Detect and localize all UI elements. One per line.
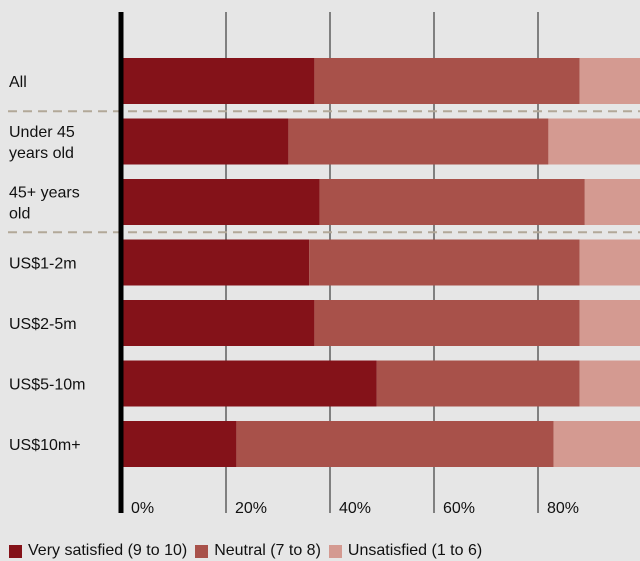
bar-under-45-years-old-very-satisfied-9-to-10 xyxy=(122,118,289,165)
legend-swatch-neutral xyxy=(195,544,209,558)
bar-us-2-5m-neutral-7-to-8 xyxy=(314,300,580,346)
legend-label-neutral: Neutral (7 to 8) xyxy=(214,542,321,559)
bar-45-years-old-very-satisfied-9-to-10 xyxy=(122,179,320,225)
category-label-45-years-old: 45+ years old xyxy=(9,185,80,223)
bar-us-1-2m-very-satisfied-9-to-10 xyxy=(122,239,310,286)
x-tick-label-80: 80% xyxy=(547,500,579,517)
bar-us-2-5m-unsatisfied-1-to-6 xyxy=(579,300,640,346)
x-tick-label-20: 20% xyxy=(235,500,267,517)
bar-us-1-2m-neutral-7-to-8 xyxy=(309,239,580,286)
category-label-us-1-2m: US$1-2m xyxy=(9,256,77,273)
legend-item-very-satisfied: Very satisfied (9 to 10) xyxy=(9,542,187,560)
bar-us-5-10m-unsatisfied-1-to-6 xyxy=(579,360,640,407)
x-tick-label-0: 0% xyxy=(131,500,154,517)
category-label-under-45-years-old: Under 45 years old xyxy=(9,124,75,162)
bar-all-unsatisfied-1-to-6 xyxy=(579,58,640,104)
bar-all-very-satisfied-9-to-10 xyxy=(122,58,315,104)
legend-label-unsatisfied: Unsatisfied (1 to 6) xyxy=(347,542,483,559)
bar-45-years-old-unsatisfied-1-to-6 xyxy=(584,179,640,225)
x-tick-label-40: 40% xyxy=(339,500,371,517)
legend-item-neutral: Neutral (7 to 8) xyxy=(195,542,321,560)
category-label-us-2-5m: US$2-5m xyxy=(9,316,77,333)
bar-all-neutral-7-to-8 xyxy=(314,58,580,104)
bar-us-5-10m-very-satisfied-9-to-10 xyxy=(122,360,377,407)
bar-under-45-years-old-neutral-7-to-8 xyxy=(288,118,549,165)
legend-swatch-unsatisfied xyxy=(328,544,342,558)
legend: Very satisfied (9 to 10) Neutral (7 to 8… xyxy=(9,542,490,560)
bar-45-years-old-neutral-7-to-8 xyxy=(319,179,585,225)
legend-item-unsatisfied: Unsatisfied (1 to 6) xyxy=(328,542,483,560)
bar-under-45-years-old-unsatisfied-1-to-6 xyxy=(548,118,640,165)
x-tick-label-60: 60% xyxy=(443,500,475,517)
category-label-us-5-10m: US$5-10m xyxy=(9,377,85,394)
bar-us-5-10m-neutral-7-to-8 xyxy=(376,360,580,407)
category-label-us-10m: US$10m+ xyxy=(9,437,81,454)
bar-us-10m-unsatisfied-1-to-6 xyxy=(553,421,640,467)
legend-swatch-very-satisfied xyxy=(9,544,22,558)
legend-label-very-satisfied: Very satisfied (9 to 10) xyxy=(28,542,188,559)
bar-us-1-2m-unsatisfied-1-to-6 xyxy=(579,239,640,286)
bar-us-2-5m-very-satisfied-9-to-10 xyxy=(122,300,315,346)
category-label-all: All xyxy=(9,74,27,91)
bar-us-10m-neutral-7-to-8 xyxy=(236,421,554,467)
bar-us-10m-very-satisfied-9-to-10 xyxy=(122,421,237,467)
